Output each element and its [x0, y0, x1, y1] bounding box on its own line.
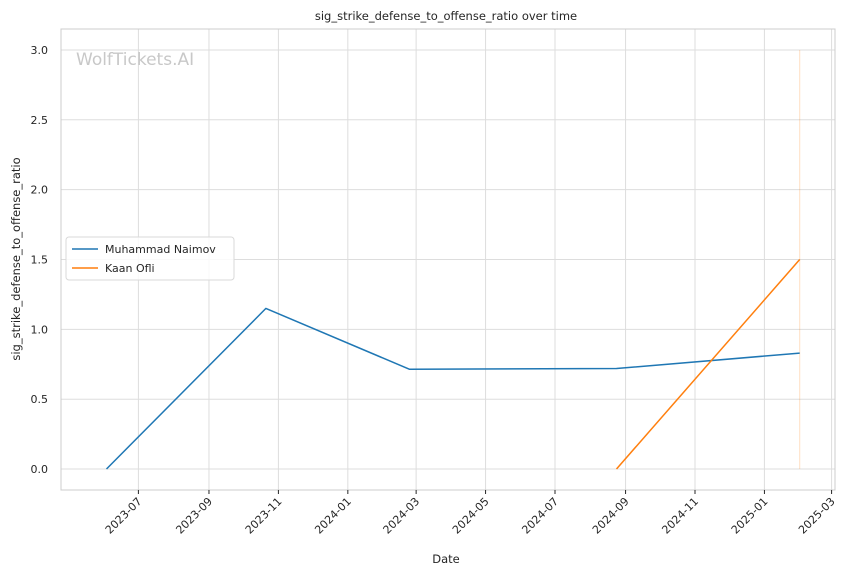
x-tick-label: 2025-01: [729, 495, 771, 537]
plot-area-frame: [60, 28, 836, 491]
x-tick-label: 2024-05: [450, 495, 492, 537]
y-tick-label: 0.5: [31, 393, 49, 406]
chart-title: sig_strike_defense_to_offense_ratio over…: [315, 9, 577, 23]
x-tick-label: 2024-07: [519, 495, 561, 537]
y-tick-label: 2.0: [31, 184, 49, 197]
grid: [61, 29, 835, 490]
legend-box: [65, 236, 235, 281]
x-tick-label: 2023-09: [173, 495, 215, 537]
x-tick-label: 2025-03: [796, 495, 838, 537]
x-tick-label: 2023-11: [243, 495, 285, 537]
y-axis-ticks: 0.0 0.5 1.0 1.5 2.0 2.5 3.0: [31, 44, 49, 476]
x-tick-label: 2024-03: [381, 495, 423, 537]
x-tick-label: 2024-11: [659, 495, 701, 537]
x-tick-label: 2024-09: [590, 495, 632, 537]
y-tick-label: 3.0: [31, 44, 49, 57]
series-line-muhammad-naimov: [105, 307, 800, 470]
y-axis-label: sig_strike_defense_to_offense_ratio: [9, 157, 23, 360]
x-axis-ticks: 2023-07 2023-09 2023-11 2024-01 2024-03 2024-…: [103, 490, 838, 537]
series-line-kaan-ofli: [615, 259, 801, 470]
x-axis-label: Date: [432, 552, 460, 566]
y-tick-label: 0.0: [31, 463, 49, 476]
x-tick-label: 2024-01: [312, 495, 354, 537]
x-tick-label: 2023-07: [103, 495, 145, 537]
series-layer: [105, 259, 801, 470]
watermark: WolfTickets.AI: [76, 50, 194, 70]
legend-label-kaan-ofli: Kaan Ofli: [105, 262, 155, 275]
legend-label-muhammad-naimov: Muhammad Naimov: [105, 243, 216, 256]
y-tick-label: 1.0: [31, 323, 49, 336]
y-tick-label: 2.5: [31, 114, 49, 127]
y-tick-label: 1.5: [31, 254, 49, 267]
legend: Muhammad Naimov Kaan Ofli: [65, 236, 235, 281]
